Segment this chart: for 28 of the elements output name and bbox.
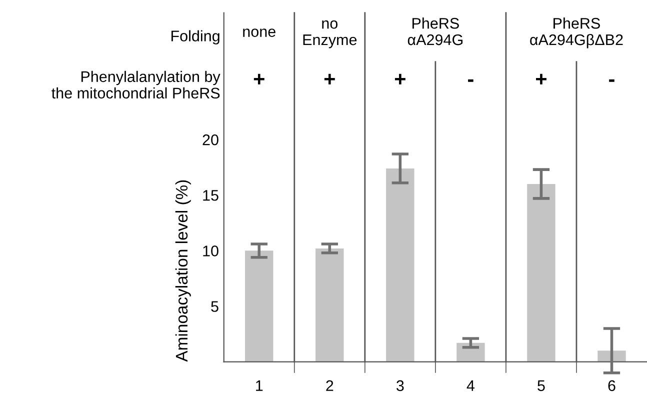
bar bbox=[527, 184, 556, 362]
y-tick-label: 20 bbox=[202, 134, 218, 146]
annotation: - bbox=[609, 79, 614, 82]
x-tick-label: 2 bbox=[326, 380, 334, 391]
annotation: + bbox=[394, 74, 406, 84]
annotation: no Enzyme bbox=[303, 20, 357, 48]
y-tick-label: 10 bbox=[203, 246, 218, 256]
x-tick-label: 1 bbox=[256, 380, 263, 391]
y-tick-label: 15 bbox=[203, 190, 218, 201]
text: Folding bbox=[171, 30, 220, 44]
bar bbox=[386, 168, 414, 362]
bar bbox=[316, 248, 344, 362]
annotation: - bbox=[468, 79, 474, 82]
y-axis-title: Aminoacylation level (%) bbox=[175, 180, 191, 362]
annotation: + bbox=[324, 74, 335, 84]
text: Phenylalanylation by the mitochondrial PheRS bbox=[52, 70, 220, 99]
annotation: + bbox=[536, 74, 546, 84]
x-tick-label: 6 bbox=[608, 380, 616, 392]
annotation: PheRS αA294G bbox=[408, 18, 462, 46]
bar bbox=[245, 250, 274, 362]
annotation: PheRS αA294GβΔB2 bbox=[530, 18, 623, 48]
x-tick-label: 5 bbox=[538, 380, 545, 392]
x-tick-label: 3 bbox=[396, 380, 404, 392]
y-tick-label: 5 bbox=[211, 301, 218, 312]
annotation: none bbox=[243, 28, 276, 37]
x-tick-label: 4 bbox=[466, 380, 474, 391]
bar bbox=[456, 342, 485, 362]
annotation: + bbox=[254, 74, 264, 84]
